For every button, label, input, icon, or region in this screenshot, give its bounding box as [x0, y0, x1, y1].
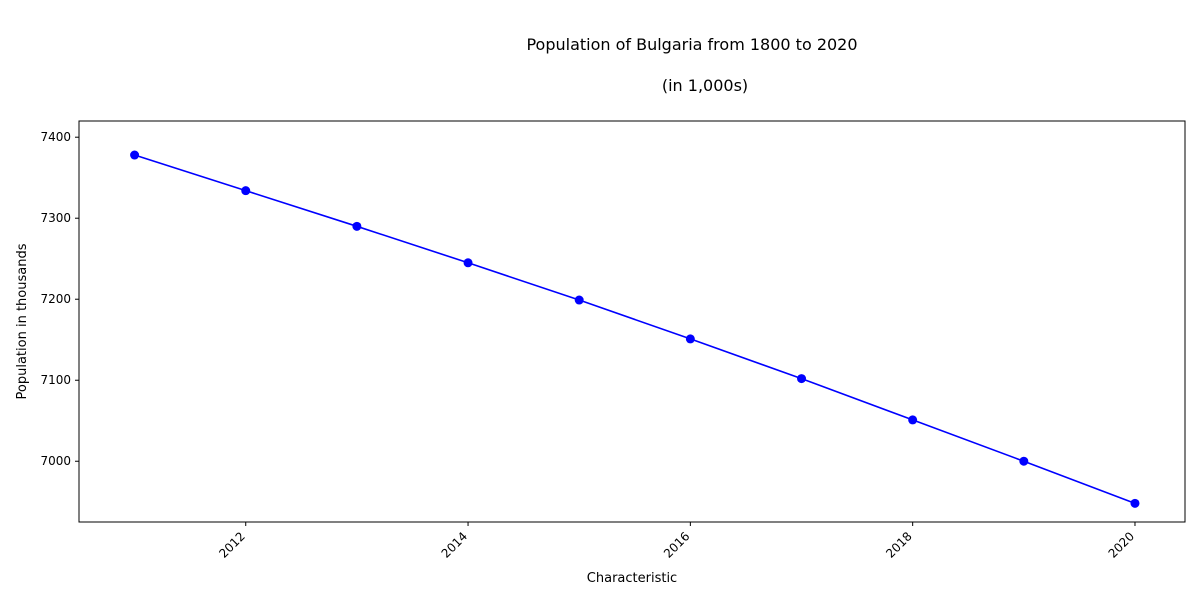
data-point: [1130, 498, 1140, 508]
y-tick-label: 7000: [40, 454, 71, 468]
plot-frame: [78, 120, 1186, 523]
y-tick-label: 7400: [40, 130, 71, 144]
y-axis-label: Population in thousands: [15, 243, 30, 399]
x-tick-label: 2018: [883, 529, 914, 560]
y-tick-label: 7200: [40, 292, 71, 306]
data-point: [463, 258, 473, 268]
data-point: [797, 374, 807, 384]
x-tick-label: 2016: [661, 529, 692, 560]
x-tick-label: 2014: [439, 529, 470, 560]
x-tick-label: 2020: [1106, 529, 1137, 560]
x-tick-label: 2012: [216, 529, 247, 560]
data-point: [130, 150, 140, 160]
data-point: [352, 221, 362, 231]
data-point: [685, 334, 695, 344]
x-axis-label: Characteristic: [587, 571, 677, 586]
data-point: [241, 186, 251, 196]
y-tick-label: 7100: [40, 373, 71, 387]
data-point: [908, 415, 918, 425]
y-tick-label: 7300: [40, 211, 71, 225]
chart-title: Population of Bulgaria from 1800 to 2020: [526, 35, 858, 54]
data-point: [1019, 456, 1029, 466]
chart-subtitle: (in 1,000s): [661, 76, 749, 95]
data-point: [574, 295, 584, 305]
series-line: [134, 154, 1136, 505]
